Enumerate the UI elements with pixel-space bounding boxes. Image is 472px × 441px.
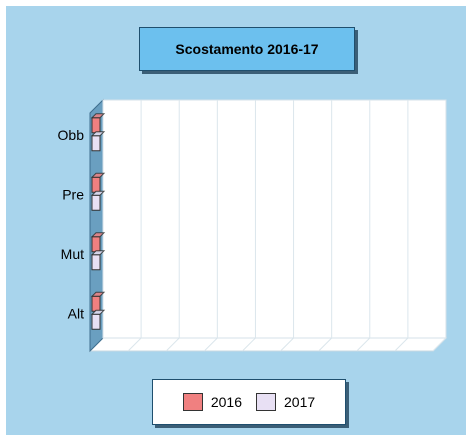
floor-grid-line xyxy=(165,337,180,352)
bar-top-2016-Mut xyxy=(90,232,106,238)
category-label: Mut xyxy=(61,246,84,262)
bar-2017-Mut xyxy=(91,254,101,271)
bar-2017-Pre xyxy=(91,194,101,211)
category-label: Alt xyxy=(68,305,84,321)
chart-floor xyxy=(88,337,448,352)
floor-grid-line xyxy=(318,337,333,352)
category-label: Obb xyxy=(58,127,85,143)
bar-2016-Obb xyxy=(91,117,101,134)
bar-top-2017-Mut xyxy=(90,250,106,256)
floor-grid-line xyxy=(242,337,256,352)
floor-grid-line xyxy=(280,337,294,352)
bar-top-2016-Pre xyxy=(90,172,106,178)
bar-2017-Obb xyxy=(91,135,101,152)
floor-grid-line xyxy=(203,337,218,352)
bar-2017-Alt xyxy=(91,313,101,330)
legend-swatch-2017 xyxy=(256,393,276,411)
bar-top-2016-Obb xyxy=(90,113,106,119)
bar-2016-Mut xyxy=(91,236,101,253)
chart-title: Scostamento 2016-17 xyxy=(139,27,355,71)
legend-swatch-2016 xyxy=(182,393,203,411)
floor-grid-line xyxy=(356,337,371,352)
chart-back-wall xyxy=(102,99,447,339)
legend-label-2017: 2017 xyxy=(284,394,316,410)
floor-grid-line xyxy=(394,337,409,352)
bar-top-2016-Alt xyxy=(90,291,106,297)
floor-grid-line xyxy=(432,337,447,352)
legend-label-2016: 2016 xyxy=(210,394,242,410)
bar-top-2017-Obb xyxy=(90,131,106,137)
bar-top-2017-Pre xyxy=(90,190,106,196)
bar-2016-Pre xyxy=(91,176,101,193)
bar-2016-Alt xyxy=(91,295,101,312)
legend-entry-2016: 2016 xyxy=(182,393,242,411)
category-label: Pre xyxy=(62,186,84,202)
legend-entry-2017: 2017 xyxy=(256,393,315,411)
bar-top-2017-Alt xyxy=(90,309,106,315)
chart-legend: 2016 2017 xyxy=(152,379,346,425)
chart-title-text: Scostamento 2016-17 xyxy=(175,41,319,57)
floor-grid-line xyxy=(127,337,142,352)
